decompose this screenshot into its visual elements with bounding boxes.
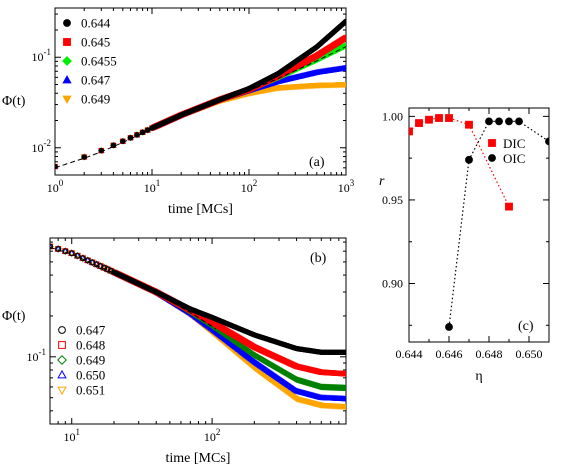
- legend-marker: [62, 75, 72, 84]
- y-tick-label: 0.95: [382, 193, 403, 207]
- y-tick-label: 10-1: [27, 347, 47, 364]
- data-point: [435, 114, 443, 122]
- data-point: [505, 202, 513, 211]
- data-point: [50, 242, 54, 249]
- x-tick-label: 102: [204, 427, 221, 444]
- x-tick-label: 0.648: [476, 347, 503, 361]
- legend-marker: [63, 38, 71, 46]
- x-axis-title: time [MCs]: [168, 202, 233, 217]
- x-tick-label: 101: [144, 178, 161, 195]
- series-0.644: [55, 18, 346, 170]
- data-point: [465, 155, 473, 164]
- legend-label: 0.647: [81, 73, 111, 88]
- data-point: [415, 119, 423, 127]
- x-tick-label: 100: [47, 178, 64, 195]
- x-tick-label: 102: [241, 178, 258, 195]
- data-point: [84, 257, 91, 264]
- data-point: [409, 127, 413, 136]
- legend-marker: [62, 56, 72, 66]
- series-DIC: [409, 114, 513, 211]
- y-tick-label: 1.00: [382, 109, 403, 123]
- data-point: [515, 117, 523, 126]
- legend-label: 0.647: [76, 323, 106, 338]
- legend-label: 0.649: [76, 353, 105, 368]
- y-tick-label: 10-2: [32, 138, 52, 155]
- panel-label: (b): [310, 251, 327, 266]
- series-0.647: [50, 243, 346, 355]
- legend-label: 0.645: [81, 35, 110, 50]
- dashed-reference-line: [55, 46, 346, 169]
- panel-a: 100 101 102 103 10-2 10-1 time [MCs] Φ(t) 0.644 0…: [2, 7, 355, 217]
- data-point: [55, 246, 62, 252]
- x-axis-title: η: [475, 369, 482, 384]
- legend-marker: [62, 95, 72, 104]
- data-point: [342, 404, 346, 411]
- data-points: [409, 114, 549, 331]
- panel-c: 0.644 0.646 0.648 0.650 0.90 0.95 1.00 η r DICOIC…: [379, 107, 550, 384]
- legend-marker: [58, 326, 66, 334]
- legend-label: 0.651: [76, 383, 105, 398]
- data-point: [55, 163, 58, 170]
- x-tick-label: 0.646: [436, 347, 463, 361]
- x-axis-title: time [MCs]: [166, 451, 231, 466]
- legend-marker: [63, 19, 71, 27]
- data-point: [342, 64, 346, 71]
- y-axis-title: Φ(t): [2, 94, 26, 109]
- data-point: [343, 18, 346, 24]
- data-point: [343, 371, 346, 377]
- data-point: [342, 82, 346, 88]
- data-point: [342, 384, 346, 392]
- data-point: [425, 115, 433, 124]
- legend-label: DIC: [503, 136, 525, 151]
- legend-marker: [58, 341, 66, 349]
- legend-marker: [488, 139, 496, 147]
- plot-frame: [408, 107, 550, 343]
- data-point: [505, 117, 513, 126]
- data-point: [485, 117, 493, 126]
- connector-line: [409, 117, 510, 207]
- data-point: [545, 137, 549, 146]
- data-point: [342, 395, 346, 402]
- data-points: [50, 242, 346, 411]
- data-point: [445, 323, 453, 331]
- data-point: [50, 243, 53, 250]
- data-point: [445, 114, 453, 122]
- x-tick-label: 103: [338, 178, 355, 195]
- y-axis-title: r: [379, 174, 385, 189]
- x-tick-label: 0.650: [516, 347, 543, 361]
- x-tick-label: 0.644: [396, 347, 423, 361]
- legend-marker: [57, 369, 67, 379]
- data-points: [55, 18, 346, 171]
- y-axis-title: Φ(t): [2, 309, 26, 324]
- data-point: [62, 248, 69, 255]
- legend-marker: [57, 386, 67, 396]
- data-point: [101, 264, 107, 271]
- legend-label: 0.648: [76, 338, 105, 353]
- panel-label: (c): [518, 319, 534, 334]
- data-point: [465, 120, 473, 129]
- legend-label: 0.644: [81, 16, 111, 31]
- plot-frame: [54, 7, 347, 176]
- legend-label: 0.650: [76, 368, 105, 383]
- connector-line: [448, 120, 549, 328]
- series-OIC: [445, 117, 549, 331]
- y-tick-label: 10-1: [32, 47, 52, 64]
- legend-label: 0.649: [81, 92, 110, 107]
- data-point: [343, 34, 346, 41]
- legend-label: 0.6455: [81, 54, 117, 69]
- dashed-reference-line: [50, 246, 216, 330]
- x-tick-label: 101: [63, 427, 80, 444]
- legend-marker: [57, 355, 67, 365]
- y-tick-label: 0.90: [382, 277, 403, 291]
- legend-marker: [488, 154, 496, 162]
- legend-label: OIC: [503, 151, 525, 166]
- panel-label: (a): [309, 155, 325, 170]
- data-point: [495, 117, 503, 126]
- data-point: [343, 349, 346, 355]
